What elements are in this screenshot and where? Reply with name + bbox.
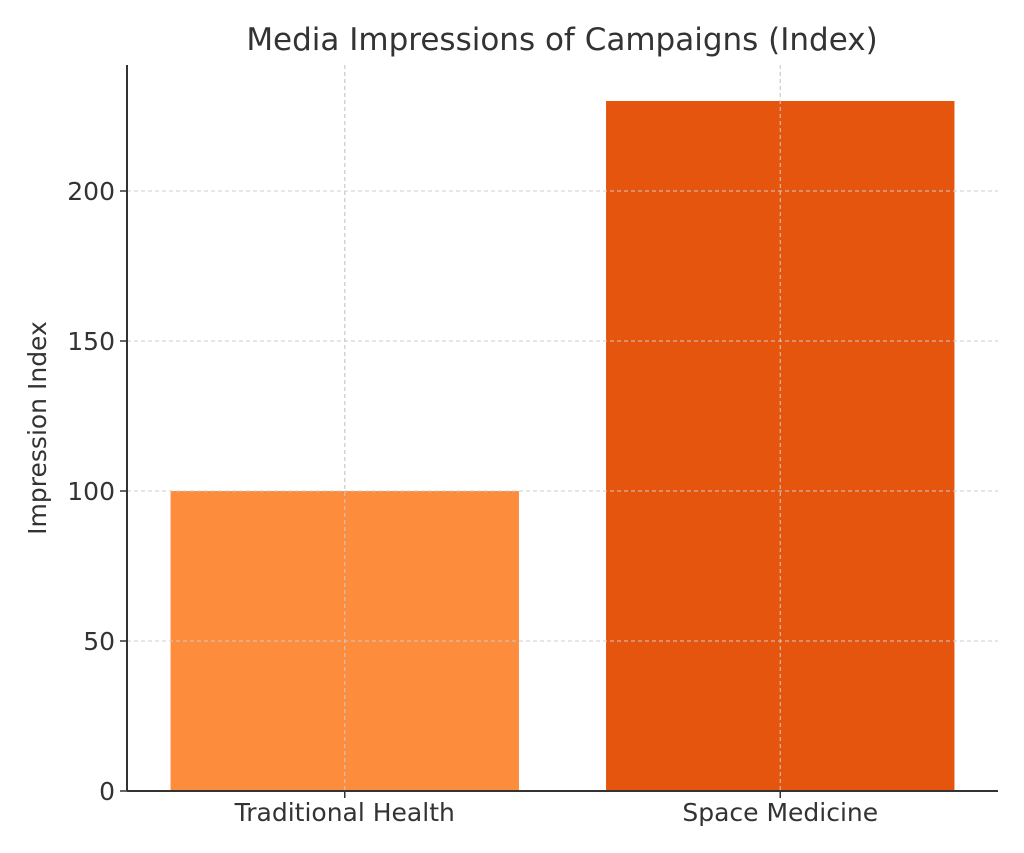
x-tick-label: Space Medicine bbox=[682, 798, 878, 827]
y-tick-label: 150 bbox=[67, 327, 115, 356]
axes bbox=[126, 65, 998, 792]
y-tick-label: 200 bbox=[67, 177, 115, 206]
x-tick-label: Traditional Health bbox=[234, 798, 455, 827]
y-tick-label: 0 bbox=[99, 777, 115, 806]
bars bbox=[127, 65, 998, 791]
y-axis-label: Impression Index bbox=[23, 321, 52, 535]
ticks: 0 50 100 150 200 Traditional Health Space Medi… bbox=[67, 177, 878, 827]
y-tick-label: 100 bbox=[67, 477, 115, 506]
chart-title: Media Impressions of Campaigns (Index) bbox=[246, 22, 877, 58]
y-tick-label: 50 bbox=[83, 627, 115, 656]
